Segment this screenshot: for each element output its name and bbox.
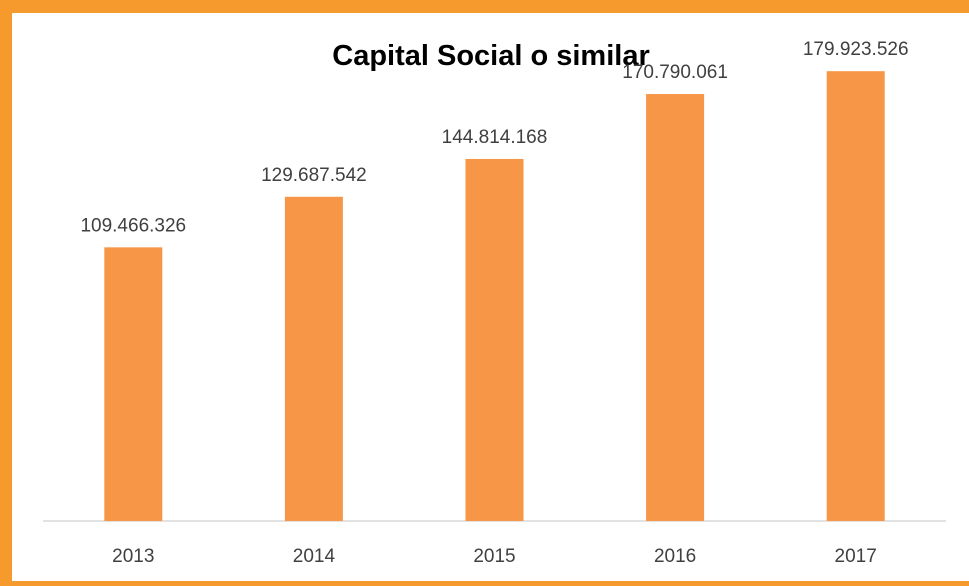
data-label-2013: 109.466.326 bbox=[80, 215, 186, 236]
bar-2017 bbox=[826, 71, 885, 521]
data-label-2014: 129.687.542 bbox=[261, 165, 367, 186]
x-tick-labels-group: 2013 2014 2015 2016 2017 bbox=[112, 546, 877, 567]
data-label-2015: 144.814.168 bbox=[442, 127, 548, 148]
x-tick-label-2016: 2016 bbox=[654, 546, 696, 567]
data-labels-group: 109.466.326 129.687.542 144.814.168 170.790… bbox=[80, 39, 908, 236]
bar-2013 bbox=[104, 247, 163, 522]
x-tick-label-2013: 2013 bbox=[112, 546, 154, 567]
bar-2016 bbox=[646, 94, 705, 522]
bars-group bbox=[104, 71, 885, 522]
bar-2014 bbox=[284, 196, 343, 522]
x-tick-label-2017: 2017 bbox=[835, 546, 877, 567]
x-tick-label-2015: 2015 bbox=[473, 546, 515, 567]
chart-title: Capital Social o similar bbox=[332, 40, 650, 72]
bar-chart: Capital Social o similar 109.466.326 129.… bbox=[43, 39, 946, 567]
chart-area: Capital Social o similar 109.466.326 129.… bbox=[12, 13, 969, 581]
data-label-2017: 179.923.526 bbox=[803, 39, 909, 60]
x-tick-label-2014: 2014 bbox=[293, 546, 336, 567]
data-label-2016: 170.790.061 bbox=[622, 62, 728, 83]
bar-2015 bbox=[465, 158, 524, 521]
